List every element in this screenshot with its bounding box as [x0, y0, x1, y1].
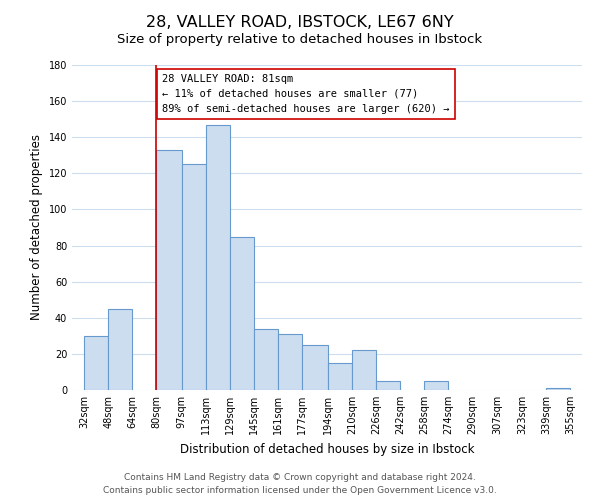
- Y-axis label: Number of detached properties: Number of detached properties: [30, 134, 43, 320]
- X-axis label: Distribution of detached houses by size in Ibstock: Distribution of detached houses by size …: [180, 442, 474, 456]
- Bar: [182, 164, 206, 390]
- Bar: [254, 328, 278, 390]
- Bar: [352, 350, 376, 390]
- Bar: [156, 150, 182, 390]
- Text: Contains HM Land Registry data © Crown copyright and database right 2024.
Contai: Contains HM Land Registry data © Crown c…: [103, 473, 497, 495]
- Bar: [108, 308, 132, 390]
- Bar: [230, 236, 254, 390]
- Bar: [546, 388, 570, 390]
- Text: 28 VALLEY ROAD: 81sqm
← 11% of detached houses are smaller (77)
89% of semi-deta: 28 VALLEY ROAD: 81sqm ← 11% of detached …: [162, 74, 450, 114]
- Bar: [376, 381, 400, 390]
- Bar: [206, 124, 230, 390]
- Text: Size of property relative to detached houses in Ibstock: Size of property relative to detached ho…: [118, 32, 482, 46]
- Bar: [302, 345, 328, 390]
- Bar: [278, 334, 302, 390]
- Bar: [328, 363, 352, 390]
- Bar: [84, 336, 108, 390]
- Text: 28, VALLEY ROAD, IBSTOCK, LE67 6NY: 28, VALLEY ROAD, IBSTOCK, LE67 6NY: [146, 15, 454, 30]
- Bar: [424, 381, 448, 390]
